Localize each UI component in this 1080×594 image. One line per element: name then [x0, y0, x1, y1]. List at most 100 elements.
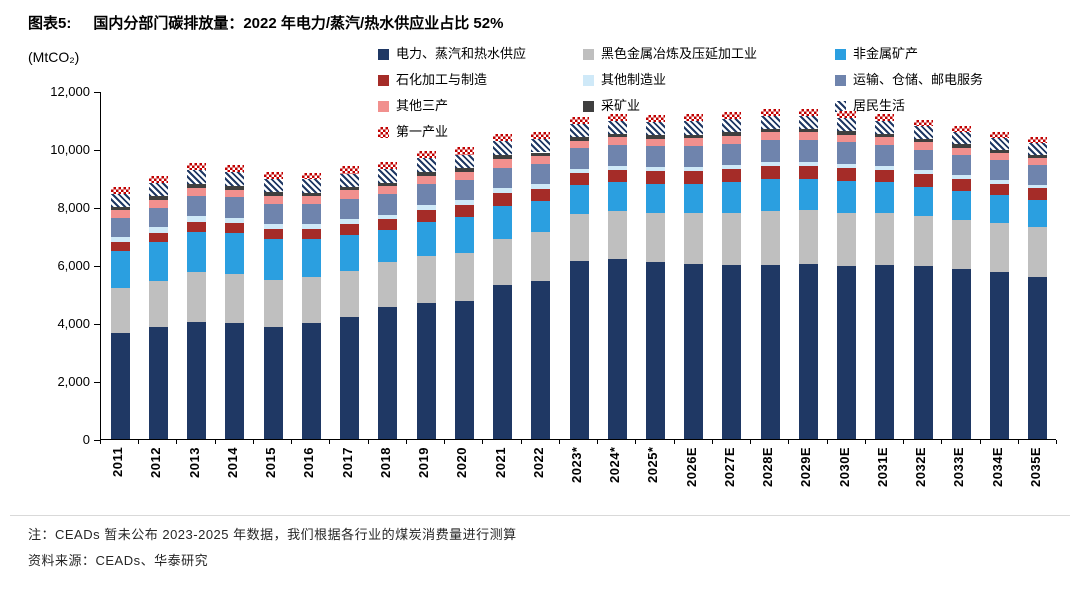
bar-segment — [378, 262, 398, 308]
bar-segment — [951, 191, 971, 221]
bar-segment — [378, 214, 398, 220]
bar-segment — [798, 263, 818, 439]
bar-segment — [263, 279, 283, 328]
bar-segment — [990, 131, 1010, 138]
bar-segment — [951, 131, 971, 145]
bar-segment — [684, 263, 704, 439]
bar-segment — [493, 159, 513, 168]
bar-segment — [760, 129, 780, 133]
x-axis-tick — [635, 440, 637, 444]
bar-segment — [225, 189, 245, 198]
x-axis-label: 2017 — [339, 447, 355, 478]
bar-segment — [454, 301, 474, 439]
bar-segment — [531, 189, 551, 202]
bar-segment — [722, 182, 742, 213]
bar-segment — [722, 169, 742, 183]
chart-legend: 电力、蒸汽和热水供应 黑色金属冶炼及压延加工业 非金属矿产 石化加工与制造 其他制造业 运… — [378, 45, 1070, 141]
x-axis-tick — [711, 440, 713, 444]
bar-segment — [454, 180, 474, 201]
bar-segment — [531, 138, 551, 153]
bar-segment — [225, 164, 245, 173]
bar-segment — [569, 214, 589, 261]
bar-segment — [263, 203, 283, 224]
bar-segment — [913, 174, 933, 187]
bar-segment — [187, 321, 207, 439]
bar-segment — [493, 193, 513, 206]
bar-segment — [1028, 199, 1048, 228]
bar-segment — [645, 212, 665, 263]
x-axis-label: 2030E — [836, 447, 852, 488]
bar-segment — [722, 112, 742, 120]
bar-segment — [645, 115, 665, 123]
bar-segment — [798, 166, 818, 180]
bar-segment — [569, 116, 589, 124]
bar-segment — [990, 152, 1010, 160]
bar-segment — [760, 140, 780, 162]
bar-segment — [798, 209, 818, 264]
bar-segment — [569, 137, 589, 141]
bar-segment — [760, 108, 780, 116]
bar-segment — [187, 216, 207, 222]
legend-label: 非金属矿产 — [853, 46, 919, 61]
bar-segment — [722, 143, 742, 165]
bar-segment — [148, 241, 168, 281]
bar-segment — [722, 265, 742, 439]
y-axis-unit-label: (MtCO₂) — [28, 49, 80, 65]
bar-segment — [531, 201, 551, 232]
bar-segment — [837, 134, 857, 143]
bar-segment — [722, 135, 742, 144]
x-axis-tick — [1056, 440, 1057, 444]
bar-segment — [416, 209, 436, 222]
bar-segment — [607, 145, 627, 166]
bar-segment — [569, 260, 589, 439]
bar-segment — [531, 184, 551, 190]
bar-segment — [301, 323, 321, 439]
bar-segment — [531, 280, 551, 439]
bar-segment — [378, 182, 398, 187]
legend-item-4: 石化加工与制造 — [378, 71, 583, 89]
bar-segment — [645, 262, 665, 439]
x-axis-label: 2016 — [301, 447, 317, 478]
bar-segment — [301, 192, 321, 196]
x-axis-label: 2023* — [569, 447, 584, 484]
legend-item-1: 电力、蒸汽和热水供应 — [378, 45, 583, 63]
bar-segment — [1028, 276, 1048, 439]
bar-segment — [569, 185, 589, 215]
bar-segment — [798, 132, 818, 141]
bar-segment — [684, 134, 704, 138]
legend-item-9: 居民生活 — [835, 97, 1070, 115]
bar-segment — [569, 173, 589, 186]
bar-segment — [416, 172, 436, 176]
x-axis-label: 2011 — [110, 447, 126, 478]
legend-swatch — [583, 48, 594, 60]
bar-segment — [990, 195, 1010, 223]
bar-segment — [340, 317, 360, 439]
bar-segment — [1028, 155, 1048, 158]
bar-segment — [684, 121, 704, 135]
bar-segment — [760, 265, 780, 439]
plot-area — [100, 92, 1056, 440]
bar-segment — [110, 236, 130, 242]
x-axis-label: 2013 — [186, 447, 202, 478]
bar-segment — [875, 265, 895, 439]
bar-segment — [684, 166, 704, 172]
bar-segment — [760, 115, 780, 129]
bar-segment — [913, 215, 933, 267]
x-axis-tick — [291, 440, 293, 444]
bar-segment — [645, 183, 665, 213]
x-axis-tick — [520, 440, 522, 444]
bar-segment — [951, 147, 971, 155]
bar-segment — [301, 172, 321, 180]
bar-segment — [416, 221, 436, 257]
bar-segment — [875, 212, 895, 265]
bar-segment — [263, 195, 283, 204]
y-axis-tick — [94, 439, 100, 441]
bar-segment — [875, 144, 895, 166]
bar-segment — [301, 179, 321, 193]
bar-segment — [722, 132, 742, 136]
bar-segment — [990, 179, 1010, 184]
bar-segment — [875, 120, 895, 134]
bar-segment — [760, 161, 780, 167]
x-axis-label: 2034E — [989, 447, 1005, 488]
bar-segment — [110, 250, 130, 289]
